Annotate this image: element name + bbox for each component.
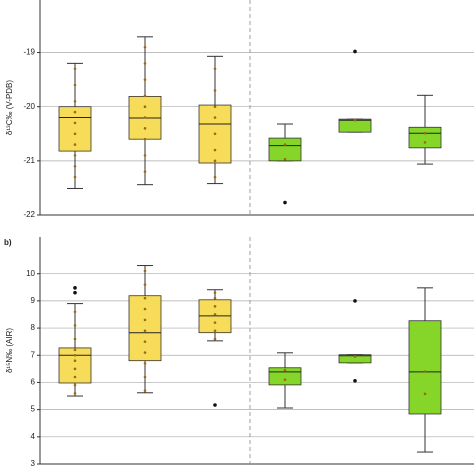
outlier [283,200,287,205]
data-point [283,368,287,372]
data-point [423,141,427,144]
data-point [213,305,217,308]
outlier [213,403,217,407]
data-point [213,67,217,71]
data-point [213,159,217,163]
box [408,126,442,149]
y-tick-label: 10 [26,269,35,278]
data-point [73,375,77,379]
y-tick-label: 6 [31,378,36,387]
data-point [73,175,77,179]
data-point [423,370,427,373]
data-point [213,148,217,152]
data-point [73,132,77,136]
data-point [73,353,77,357]
data-point [143,351,147,354]
data-point [143,94,147,98]
data-point [73,337,77,341]
data-point [423,131,427,135]
data-point [73,359,77,362]
data-point [73,110,77,114]
outlier [353,379,357,383]
data-point [213,337,217,341]
data-point [283,157,287,161]
y-axis-label: δ¹⁵N‰ (AIR) [5,328,14,373]
data-point [143,62,147,65]
data-point [73,392,77,395]
outlier [353,49,357,54]
y-tick-label: 3 [31,459,36,468]
data-point [213,116,217,119]
data-point [143,318,147,322]
data-point [143,269,147,273]
data-point [143,307,147,311]
data-point [143,116,147,119]
data-point [213,175,217,179]
y-tick-label: 4 [31,432,36,441]
data-point [213,296,217,300]
data-point [213,89,217,92]
data-point [283,378,287,382]
data-point [213,105,217,108]
y-tick-label: 5 [31,405,36,414]
data-point [143,154,147,157]
panel-label: b) [4,238,12,247]
data-point [143,340,147,343]
data-point [213,329,217,333]
y-tick-label: -19 [23,48,35,57]
data-point [73,121,77,125]
data-point [73,324,77,327]
data-point [143,127,147,130]
data-point [73,348,77,352]
data-point [73,164,77,168]
outlier [73,286,77,290]
data-point [143,329,147,333]
data-point [143,170,147,173]
data-point [213,291,217,295]
data-point [423,392,427,396]
box [268,137,302,162]
data-point [73,383,77,387]
data-point [353,118,357,122]
y-tick-label: -21 [23,156,35,165]
data-point [73,83,77,87]
outlier [73,290,77,295]
data-point [73,67,77,71]
data-point [73,154,77,157]
data-point [353,355,357,358]
outlier [353,299,357,303]
data-point [213,132,217,136]
box [338,354,372,364]
y-tick-label: 7 [31,350,36,359]
data-point [213,313,217,316]
box [408,320,442,415]
data-point [73,367,77,371]
box [128,295,162,362]
y-axis-label: δ¹³C‰ (V-PDB) [5,80,14,135]
y-tick-label: -20 [23,102,35,111]
data-point [143,362,147,365]
data-point [143,283,147,286]
data-point [143,296,147,300]
y-tick-label: 9 [31,296,36,305]
data-point [213,321,217,324]
data-point [143,105,147,108]
data-point [143,45,147,49]
data-point [283,143,287,146]
y-tick-label: 8 [31,323,36,332]
data-point [73,99,77,103]
data-point [143,78,147,81]
data-point [143,137,147,141]
data-point [143,375,147,379]
data-point [73,310,77,314]
data-point [143,389,147,392]
box [198,104,232,164]
y-tick-label: -22 [23,210,35,219]
data-point [73,143,77,146]
